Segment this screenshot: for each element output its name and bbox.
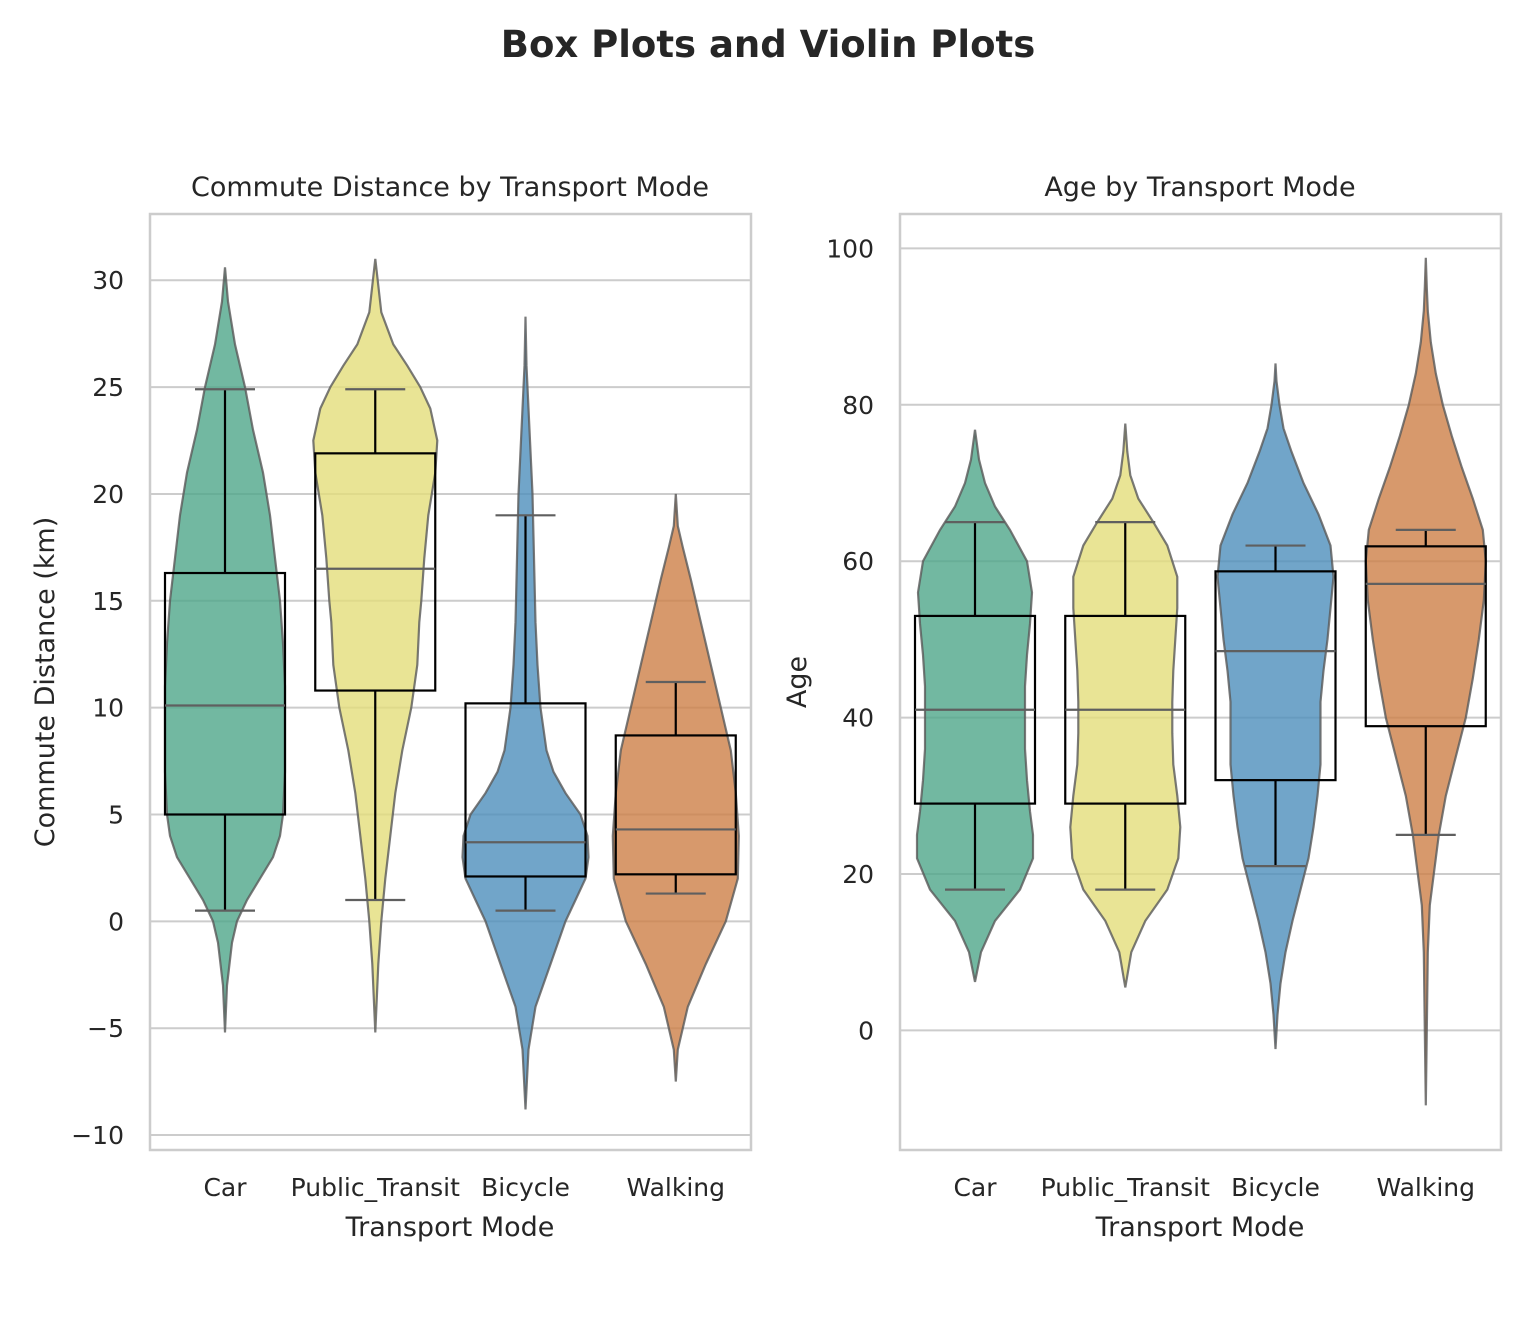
- violin-bicycle: [1216, 363, 1335, 1050]
- violin-car: [163, 267, 287, 1033]
- axes-frame: [148, 212, 753, 1152]
- violin-car: [915, 429, 1035, 983]
- violin-bicycle: [461, 316, 590, 1110]
- y-tick-label: 25: [92, 373, 124, 402]
- x-tick-label-public-transit: Public_Transit: [1041, 1173, 1210, 1202]
- y-tick-label: 20: [92, 480, 124, 509]
- subplot-title: Age by Transport Mode: [1044, 172, 1355, 203]
- x-tick-label-walking: Walking: [626, 1173, 725, 1202]
- age-subplot: 0 20 40 60 80 100 Car Public_Transit Bicycle Walk…: [782, 172, 1503, 1243]
- x-tick-label-bicycle: Bicycle: [481, 1173, 570, 1202]
- figure-title: Box Plots and Violin Plots: [501, 23, 1035, 66]
- y-tick-label: 60: [842, 547, 874, 576]
- x-axis-label: Transport Mode: [1095, 1212, 1305, 1243]
- box-bicycle: [1214, 570, 1337, 782]
- y-axis-label: Commute Distance (km): [30, 517, 61, 848]
- x-tick-label-public-transit: Public_Transit: [291, 1173, 460, 1202]
- y-tick-label: 0: [858, 1016, 874, 1045]
- box-public-transit: [314, 452, 437, 692]
- violin-walking: [611, 493, 740, 1082]
- box-car: [163, 571, 287, 816]
- box-walking: [1364, 545, 1487, 728]
- y-tick-label: 20: [842, 860, 874, 889]
- y-tick-label: 0: [108, 907, 124, 936]
- x-axis-label: Transport Mode: [345, 1212, 555, 1243]
- commute-distance-subplot: −10 −5 0 5 10 15 20 25 30 Car Public_Transit Bicycl…: [30, 172, 753, 1243]
- y-tick-label: −10: [71, 1121, 124, 1150]
- y-tick-label: 15: [92, 587, 124, 616]
- axes-frame: [898, 212, 1503, 1152]
- violin-public-transit: [1069, 423, 1182, 988]
- y-tick-label: 10: [92, 694, 124, 723]
- y-tick-label: 100: [826, 234, 874, 263]
- y-tick-label: 40: [842, 704, 874, 733]
- y-tick-label: 80: [842, 391, 874, 420]
- box-walking: [614, 734, 737, 876]
- y-tick-label: 30: [92, 266, 124, 295]
- box-bicycle: [464, 702, 587, 878]
- x-tick-label-car: Car: [203, 1173, 247, 1202]
- y-tick-label: 5: [108, 800, 124, 829]
- y-tick-label: −5: [87, 1014, 124, 1043]
- x-tick-label-car: Car: [953, 1173, 997, 1202]
- y-axis-label: Age: [782, 656, 813, 708]
- violin-public-transit: [312, 258, 439, 1033]
- x-tick-label-bicycle: Bicycle: [1231, 1173, 1320, 1202]
- violin-walking: [1364, 257, 1487, 1106]
- x-tick-label-walking: Walking: [1376, 1173, 1475, 1202]
- subplot-title: Commute Distance by Transport Mode: [191, 172, 709, 203]
